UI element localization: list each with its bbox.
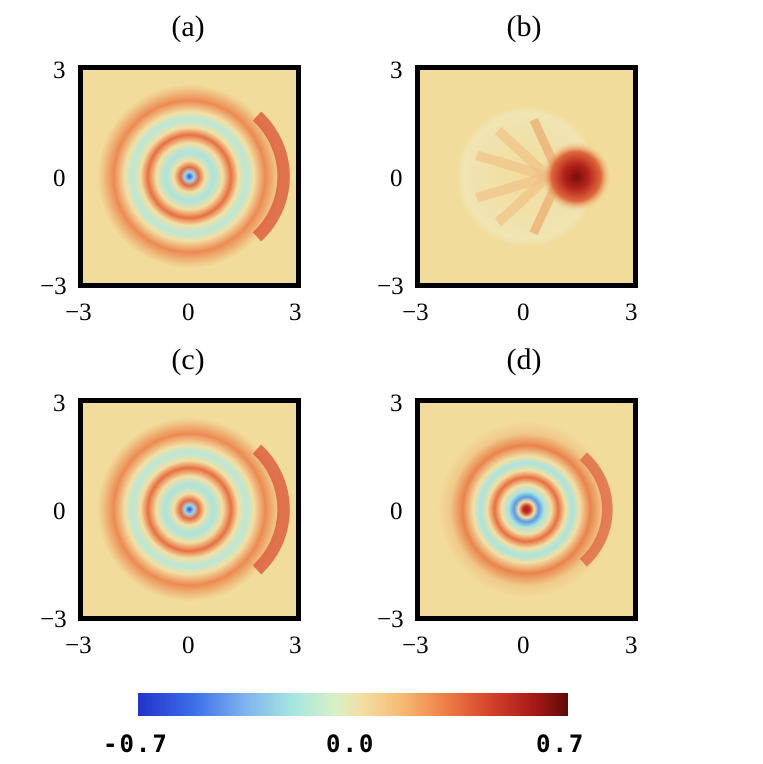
panel-a-xtick-left: −3 [65,299,92,326]
colorbar [138,693,568,716]
panel-d-plot [415,398,638,621]
panel-d-title: (d) [506,343,542,376]
panel-a-ytick-bottom: −3 [40,273,67,300]
panel-a-title: (a) [171,10,205,43]
panel-d-ytick-bottom: −3 [377,606,404,633]
panel-c-ytick-mid: 0 [53,498,66,525]
panel-b-ytick-bottom: −3 [377,273,404,300]
colorbar-max-label: 0.7 [536,730,586,758]
panel-b-plot [415,65,638,288]
panel-d-ytick-top: 3 [390,390,403,417]
panel-b-xtick-mid: 0 [517,299,530,326]
panel-b-ytick-mid: 0 [390,165,403,192]
panel-a-xtick-right: 3 [289,299,302,326]
panel-b-xtick-right: 3 [625,299,638,326]
panel-d-xtick-left: −3 [402,632,429,659]
panel-a-plot [78,65,301,288]
panel-c-xtick-mid: 0 [182,632,195,659]
panel-c-heatmap [83,403,296,616]
panel-b-title: (b) [506,10,542,43]
panel-d-ytick-mid: 0 [390,498,403,525]
panel-b-heatmap [420,70,633,283]
colorbar-mid-label: 0.0 [326,730,376,758]
panel-d-heatmap [420,403,633,616]
panel-c-ytick-top: 3 [53,390,66,417]
panel-c-plot [78,398,301,621]
panel-c-xtick-right: 3 [289,632,302,659]
panel-a-ytick-top: 3 [53,57,66,84]
panel-c-ytick-bottom: −3 [40,606,67,633]
panel-c-xtick-left: −3 [65,632,92,659]
panel-d-xtick-right: 3 [625,632,638,659]
panel-b-ytick-top: 3 [390,57,403,84]
colorbar-min-label: -0.7 [103,730,169,758]
panel-a-heatmap [83,70,296,283]
panel-c-title: (c) [171,343,205,376]
panel-d-xtick-mid: 0 [517,632,530,659]
panel-b-xtick-left: −3 [402,299,429,326]
panel-a-xtick-mid: 0 [182,299,195,326]
panel-a-ytick-mid: 0 [53,165,66,192]
